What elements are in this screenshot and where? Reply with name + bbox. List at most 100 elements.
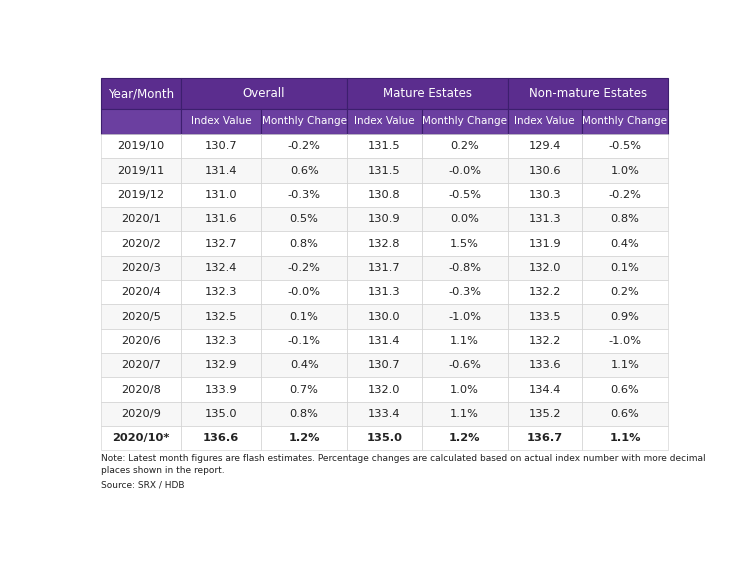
- Text: 2020/6: 2020/6: [121, 336, 160, 346]
- Bar: [347, 232, 422, 256]
- Bar: [261, 256, 347, 280]
- Bar: [261, 402, 347, 426]
- Text: 131.3: 131.3: [368, 287, 400, 297]
- Text: 0.7%: 0.7%: [290, 384, 319, 395]
- Text: 130.0: 130.0: [368, 311, 400, 321]
- Text: 2020/3: 2020/3: [121, 263, 160, 273]
- Bar: [582, 305, 668, 329]
- Bar: [347, 134, 422, 158]
- Bar: [100, 183, 181, 207]
- Bar: [508, 280, 582, 305]
- Bar: [100, 232, 181, 256]
- Text: 130.7: 130.7: [205, 141, 237, 151]
- Bar: [422, 353, 508, 378]
- Text: 130.6: 130.6: [529, 166, 561, 175]
- Bar: [582, 158, 668, 183]
- Bar: [261, 305, 347, 329]
- Text: 132.9: 132.9: [205, 360, 237, 370]
- Text: 1.1%: 1.1%: [609, 433, 640, 443]
- Text: 131.3: 131.3: [529, 214, 561, 224]
- Text: 1.1%: 1.1%: [450, 409, 479, 419]
- Bar: [508, 426, 582, 450]
- Bar: [261, 207, 347, 232]
- Bar: [422, 256, 508, 280]
- Bar: [582, 353, 668, 378]
- Text: 2020/4: 2020/4: [121, 287, 160, 297]
- Text: 0.6%: 0.6%: [610, 409, 639, 419]
- Text: 2019/10: 2019/10: [117, 141, 164, 151]
- Text: 0.1%: 0.1%: [290, 311, 319, 321]
- Bar: [508, 158, 582, 183]
- Text: -0.5%: -0.5%: [608, 141, 641, 151]
- Text: 0.4%: 0.4%: [290, 360, 319, 370]
- Bar: [100, 378, 181, 402]
- Bar: [508, 353, 582, 378]
- Bar: [347, 183, 422, 207]
- Bar: [582, 402, 668, 426]
- Text: 0.9%: 0.9%: [610, 311, 640, 321]
- Text: 130.8: 130.8: [368, 190, 400, 200]
- Text: 135.0: 135.0: [205, 409, 237, 419]
- Text: Mature Estates: Mature Estates: [383, 87, 472, 100]
- Bar: [508, 305, 582, 329]
- Bar: [261, 378, 347, 402]
- Bar: [582, 329, 668, 353]
- Text: 132.2: 132.2: [529, 336, 561, 346]
- Text: 132.4: 132.4: [205, 263, 237, 273]
- Bar: [100, 402, 181, 426]
- Bar: [422, 183, 508, 207]
- Bar: [347, 329, 422, 353]
- Text: 0.1%: 0.1%: [610, 263, 640, 273]
- Bar: [508, 402, 582, 426]
- Text: 133.9: 133.9: [205, 384, 237, 395]
- Text: 2020/1: 2020/1: [121, 214, 160, 224]
- Text: 132.7: 132.7: [205, 239, 237, 248]
- Text: 2019/11: 2019/11: [117, 166, 164, 175]
- Text: 2020/10*: 2020/10*: [112, 433, 170, 443]
- Bar: [100, 256, 181, 280]
- Text: 132.5: 132.5: [205, 311, 237, 321]
- Bar: [508, 183, 582, 207]
- Bar: [347, 426, 422, 450]
- Text: -0.0%: -0.0%: [288, 287, 321, 297]
- Bar: [181, 353, 261, 378]
- Text: 1.1%: 1.1%: [450, 336, 479, 346]
- Text: Non-mature Estates: Non-mature Estates: [529, 87, 647, 100]
- Text: 0.2%: 0.2%: [450, 141, 479, 151]
- Text: 0.0%: 0.0%: [450, 214, 479, 224]
- Text: 129.4: 129.4: [529, 141, 561, 151]
- Bar: [100, 109, 181, 134]
- Bar: [582, 207, 668, 232]
- Text: 1.2%: 1.2%: [448, 433, 480, 443]
- Bar: [508, 134, 582, 158]
- Bar: [347, 78, 508, 109]
- Text: 0.8%: 0.8%: [290, 239, 319, 248]
- Bar: [347, 280, 422, 305]
- Bar: [347, 109, 422, 134]
- Bar: [181, 426, 261, 450]
- Bar: [422, 158, 508, 183]
- Text: 2020/8: 2020/8: [121, 384, 160, 395]
- Bar: [582, 109, 668, 134]
- Text: Index Value: Index Value: [190, 116, 251, 126]
- Text: 1.2%: 1.2%: [289, 433, 320, 443]
- Text: 135.2: 135.2: [529, 409, 561, 419]
- Bar: [422, 426, 508, 450]
- Bar: [181, 402, 261, 426]
- Bar: [422, 232, 508, 256]
- Bar: [422, 378, 508, 402]
- Text: 130.3: 130.3: [529, 190, 561, 200]
- Bar: [261, 134, 347, 158]
- Bar: [181, 280, 261, 305]
- Bar: [261, 109, 347, 134]
- Text: 132.2: 132.2: [529, 287, 561, 297]
- Bar: [181, 232, 261, 256]
- Text: 133.5: 133.5: [529, 311, 561, 321]
- Bar: [100, 353, 181, 378]
- Bar: [181, 207, 261, 232]
- Text: 2020/7: 2020/7: [121, 360, 160, 370]
- Text: -0.5%: -0.5%: [448, 190, 481, 200]
- Text: 1.1%: 1.1%: [610, 360, 640, 370]
- Text: Index Value: Index Value: [354, 116, 415, 126]
- Text: 131.5: 131.5: [368, 166, 400, 175]
